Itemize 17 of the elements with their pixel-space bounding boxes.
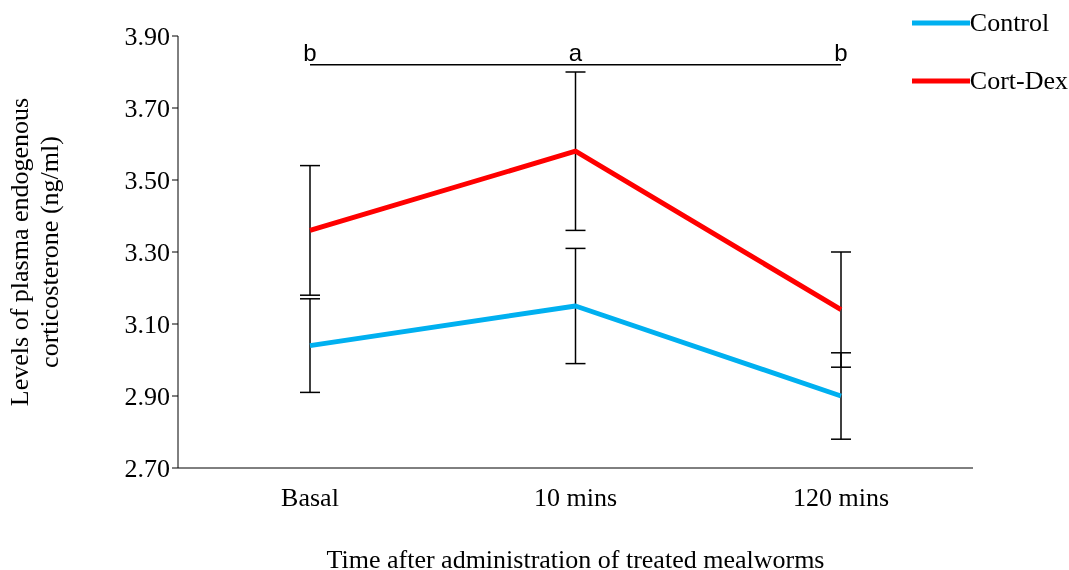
y-tick-label: 3.90 (124, 22, 170, 52)
legend-label: Cort-Dex (969, 66, 1068, 96)
y-tick-label: 3.70 (124, 94, 170, 124)
y-tick-label: 2.90 (124, 382, 170, 412)
x-axis-title: Time after administration of treated mealworms (326, 545, 825, 570)
x-tick-label: Basal (281, 483, 339, 513)
y-axis-title: Levels of plasma endogenous corticosterone (ng/ml) (5, 97, 64, 407)
annotation: b (834, 38, 848, 66)
legend-label: Control (969, 8, 1050, 38)
x-tick-label: 10 mins (533, 483, 618, 513)
y-tick-label: 2.70 (124, 454, 170, 484)
y-tick-label: 3.10 (124, 310, 170, 340)
y-tick-label: 3.30 (124, 238, 170, 268)
y-tick-label: 3.50 (124, 166, 170, 196)
annotation: b (303, 38, 317, 66)
x-tick-label: 120 mins (792, 483, 890, 513)
annotation: a (568, 38, 583, 66)
